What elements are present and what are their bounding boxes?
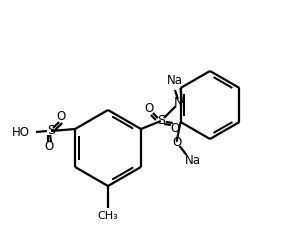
Text: Na: Na	[185, 154, 201, 167]
Text: HO: HO	[12, 125, 30, 139]
Text: O: O	[56, 110, 66, 124]
Text: O: O	[172, 135, 181, 149]
Text: CH₃: CH₃	[98, 211, 118, 221]
Text: N: N	[174, 96, 183, 110]
Text: S: S	[47, 124, 55, 138]
Text: O: O	[44, 140, 54, 154]
Text: O: O	[144, 102, 153, 116]
Text: Na: Na	[167, 74, 183, 88]
Text: O: O	[170, 123, 180, 135]
Text: S: S	[157, 114, 165, 128]
